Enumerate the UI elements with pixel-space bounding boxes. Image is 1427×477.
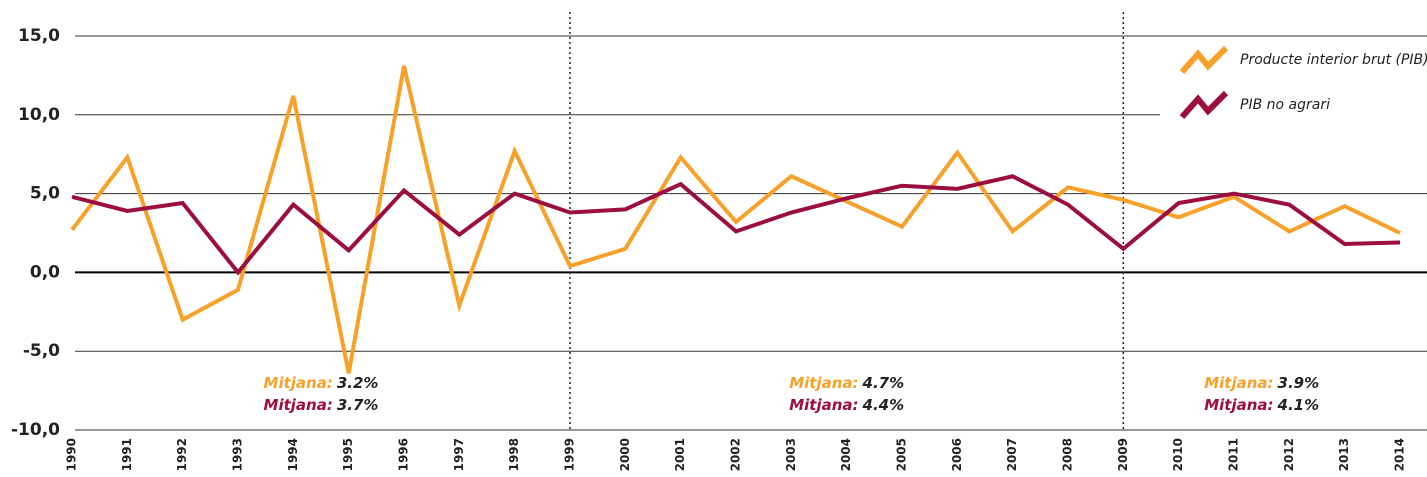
x-tick-label: 2000 bbox=[618, 438, 632, 471]
x-tick-label: 2001 bbox=[673, 438, 687, 471]
average-annotation: Mitjana: 3.7% bbox=[264, 396, 379, 414]
average-label: Mitjana: bbox=[789, 374, 858, 392]
x-tick-label: 2012 bbox=[1282, 438, 1296, 471]
average-value: 4.4% bbox=[862, 396, 905, 414]
legend-icon bbox=[1179, 45, 1229, 74]
y-tick-label: 10,0 bbox=[18, 105, 60, 125]
legend-label: PIB no agrari bbox=[1240, 97, 1330, 113]
x-tick-label: 2014 bbox=[1393, 438, 1407, 471]
x-tick-label: 2002 bbox=[729, 438, 743, 471]
y-tick-label: -10,0 bbox=[11, 420, 60, 440]
legend-label: Producte interior brut (PIB) bbox=[1240, 52, 1427, 68]
x-tick-label: 1999 bbox=[563, 438, 577, 471]
average-value: 3.9% bbox=[1278, 374, 1320, 392]
x-tick-label: 2005 bbox=[895, 438, 909, 471]
x-tick-label: 2011 bbox=[1227, 438, 1241, 471]
x-tick-label: 1995 bbox=[341, 438, 355, 471]
x-tick-label: 2013 bbox=[1337, 438, 1351, 471]
average-label: Mitjana: bbox=[264, 396, 333, 414]
average-annotation: Mitjana: 3.9% bbox=[1204, 374, 1319, 392]
x-tick-label: 1990 bbox=[65, 438, 79, 471]
x-tick-label: 2007 bbox=[1005, 438, 1019, 471]
average-label: Mitjana: bbox=[789, 396, 858, 414]
x-tick-label: 1992 bbox=[175, 438, 189, 471]
average-annotation: Mitjana: 4.7% bbox=[789, 374, 904, 392]
average-value: 4.1% bbox=[1277, 396, 1320, 414]
x-tick-label: 2004 bbox=[839, 438, 853, 471]
y-tick-label: 5,0 bbox=[30, 184, 60, 204]
average-annotation: Mitjana: 4.1% bbox=[1204, 396, 1319, 414]
average-value: 3.7% bbox=[337, 396, 379, 414]
average-label: Mitjana: bbox=[264, 374, 333, 392]
average-annotation: Mitjana: 4.4% bbox=[789, 396, 904, 414]
average-value: 4.7% bbox=[862, 374, 905, 392]
y-tick-label: 0,0 bbox=[30, 262, 60, 282]
x-tick-label: 2006 bbox=[950, 438, 964, 471]
y-tick-label: 15,0 bbox=[18, 26, 60, 46]
x-tick-label: 1993 bbox=[231, 438, 245, 471]
x-tick-label: 1991 bbox=[120, 438, 134, 471]
average-annotation: Mitjana: 3.2% bbox=[264, 374, 379, 392]
x-tick-label: 2008 bbox=[1061, 438, 1075, 471]
x-tick-label: 2003 bbox=[784, 438, 798, 471]
x-tick-label: 1997 bbox=[452, 438, 466, 471]
x-tick-label: 2009 bbox=[1116, 438, 1130, 471]
average-label: Mitjana: bbox=[1204, 396, 1273, 414]
series-line bbox=[70, 65, 1401, 374]
x-tick-label: 1998 bbox=[507, 438, 521, 471]
series-line bbox=[71, 174, 1401, 276]
x-tick-label: 1994 bbox=[286, 438, 300, 471]
average-label: Mitjana: bbox=[1204, 374, 1273, 392]
average-value: 3.2% bbox=[337, 374, 379, 392]
legend-icon bbox=[1179, 90, 1229, 119]
y-tick-label: -5,0 bbox=[23, 341, 60, 361]
x-tick-label: 1996 bbox=[397, 438, 411, 471]
x-tick-label: 2010 bbox=[1171, 438, 1185, 471]
